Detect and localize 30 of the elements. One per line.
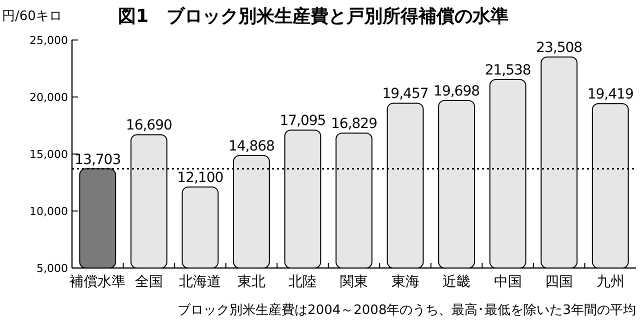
chart-title: 図1 ブロック別米生産費と戸別所得補償の水準	[118, 6, 509, 27]
data-label: 13,703	[74, 152, 121, 168]
data-label: 16,829	[331, 116, 377, 132]
data-label: 19,457	[382, 86, 428, 102]
y-tick-label: 20,000	[30, 91, 68, 104]
x-tick-label: 四国	[545, 274, 574, 290]
x-tick-label: 補償水準	[70, 274, 126, 290]
data-label: 21,538	[484, 62, 531, 78]
x-tick-label: 東北	[237, 274, 266, 290]
data-label: 19,419	[587, 86, 634, 103]
y-tick-label: 10,000	[30, 205, 68, 218]
data-label: 23,508	[536, 40, 582, 56]
text: ブロック別米生産費は2004～2008年のうち、最高･最低を除いた3年間の平均	[178, 302, 636, 318]
x-tick-label: 北陸	[288, 274, 317, 290]
data-label: 16,690	[126, 118, 172, 134]
data-label: 19,698	[434, 83, 480, 100]
y-tick-label: 15,000	[30, 148, 68, 161]
x-tick-label: 九州	[596, 274, 624, 290]
y-axis-title: 円/60キロ	[2, 9, 62, 24]
x-tick-label: 近畿	[442, 274, 471, 290]
x-tick-label: 東海	[391, 274, 420, 290]
x-tick-label: 北海道	[179, 274, 222, 290]
x-tick-label: 全国	[134, 274, 163, 290]
x-tick-label: 中国	[494, 274, 522, 290]
y-tick-label: 25,000	[30, 34, 68, 47]
data-label: 17,095	[280, 113, 326, 130]
data-label: 12,100	[177, 170, 224, 186]
x-tick-label: 関東	[340, 274, 368, 290]
y-tick-label: 5,000	[36, 262, 68, 275]
data-label: 14,868	[228, 138, 274, 155]
